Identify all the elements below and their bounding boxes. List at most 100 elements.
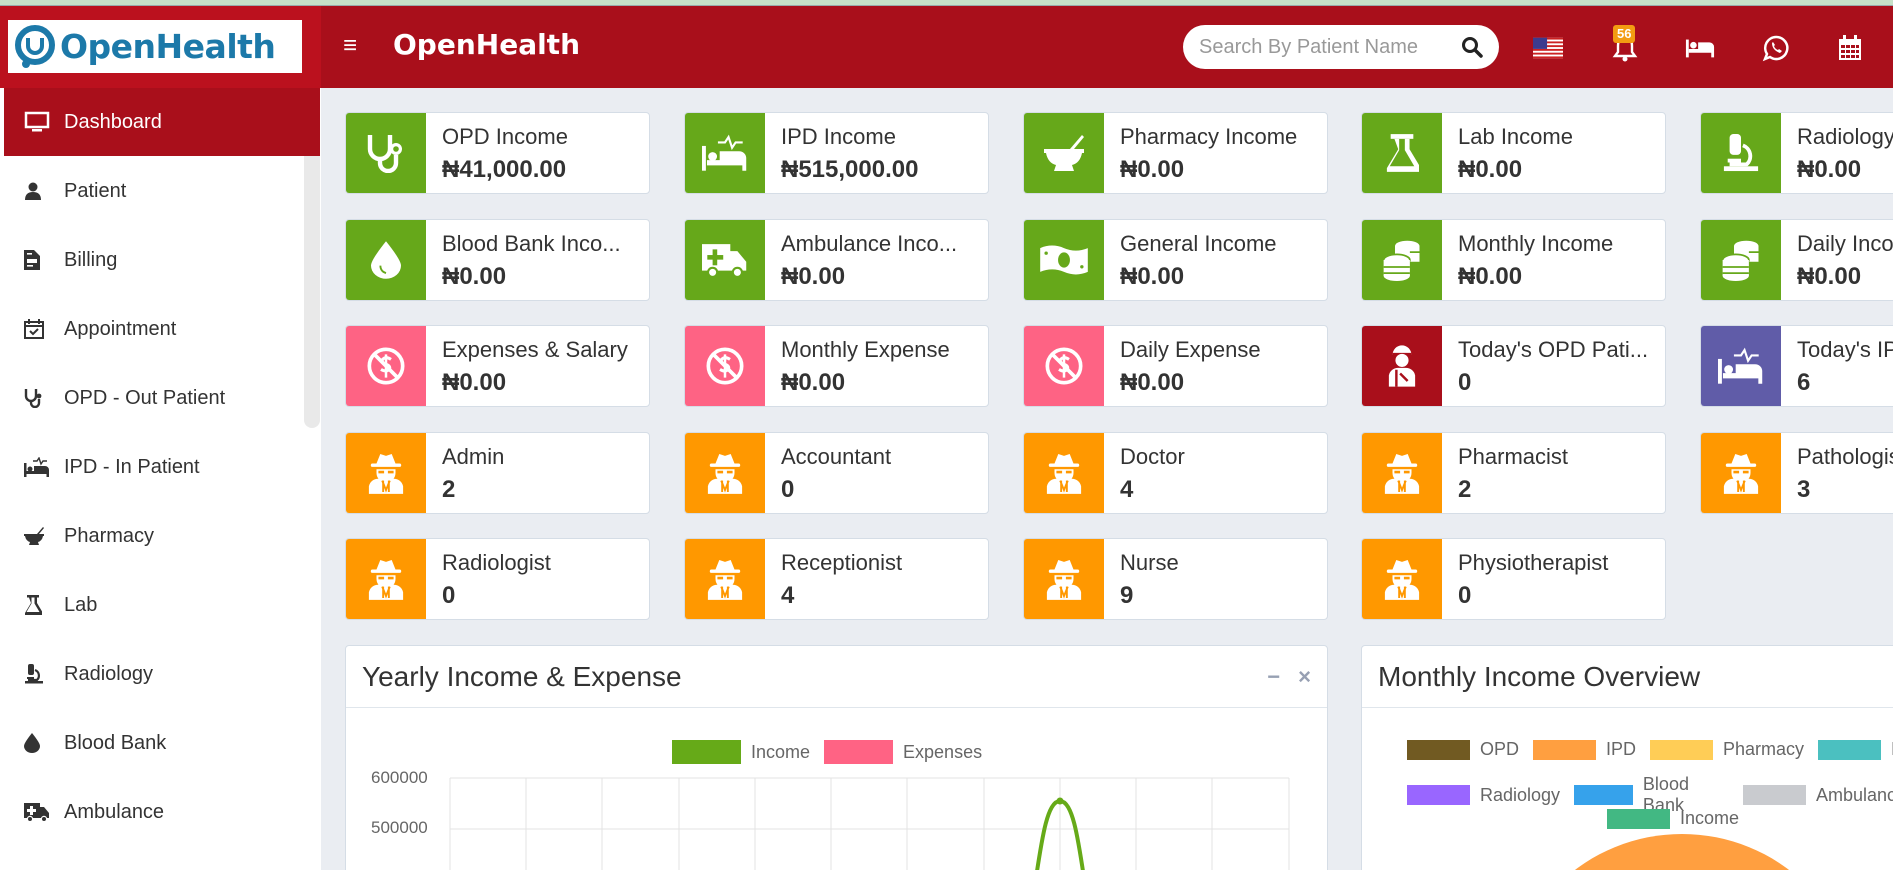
sidebar-item-ambulance[interactable]: Ambulance xyxy=(4,778,320,846)
legend-item-lab[interactable]: Lab xyxy=(1818,739,1893,760)
stat-card-value: ₦0.00 xyxy=(1120,156,1185,183)
procedures-icon xyxy=(24,457,64,477)
stat-card[interactable]: Ambulance Inco... ₦0.00 xyxy=(684,219,989,301)
user-secret-icon xyxy=(1024,433,1104,513)
stat-card-title: Pharmacy Income xyxy=(1120,124,1298,149)
stat-card[interactable]: IPD Income ₦515,000.00 xyxy=(684,112,989,194)
stat-card-title: Monthly Expense xyxy=(781,337,950,362)
legend-swatch xyxy=(824,740,894,764)
close-icon[interactable]: × xyxy=(1298,664,1311,689)
stat-card[interactable]: Radiology Income ₦0.00 xyxy=(1700,112,1893,194)
calendar-icon[interactable] xyxy=(1835,34,1865,62)
stat-card-title: Receptionist xyxy=(781,550,903,575)
stat-card[interactable]: Nurse 9 xyxy=(1023,538,1328,620)
sidebar-item-label: Radiology xyxy=(64,662,153,685)
tint-icon xyxy=(24,733,64,753)
tint-icon xyxy=(346,220,426,300)
calendar-check-icon xyxy=(24,319,64,339)
us-flag-icon[interactable] xyxy=(1533,34,1563,62)
logo[interactable]: OpenHealth xyxy=(8,20,302,73)
sidebar-item-appointment[interactable]: Appointment xyxy=(4,295,320,363)
no-money-icon xyxy=(685,326,765,406)
stat-card-title: Today's IPD Patients xyxy=(1797,337,1893,362)
stat-card[interactable]: Receptionist 4 xyxy=(684,538,989,620)
stat-card[interactable]: Today's IPD Patients 6 xyxy=(1700,325,1893,407)
stat-card[interactable]: Daily Expense ₦0.00 xyxy=(1023,325,1328,407)
minimize-icon[interactable]: − xyxy=(1267,664,1281,689)
stat-card[interactable]: Admin 2 xyxy=(345,432,650,514)
sidebar-item-pharmacy[interactable]: Pharmacy xyxy=(4,502,320,570)
legend-item-opd[interactable]: OPD xyxy=(1407,739,1519,760)
whatsapp-icon[interactable] xyxy=(1761,34,1791,62)
stat-card-value: 2 xyxy=(442,476,456,503)
stat-card-value: ₦0.00 xyxy=(781,263,846,290)
logo-text: OpenHealth xyxy=(60,27,276,66)
stat-card-value: 0 xyxy=(781,476,795,503)
stat-card-value: ₦0.00 xyxy=(442,263,507,290)
legend-item-radiology[interactable]: Radiology xyxy=(1407,785,1560,806)
stat-card[interactable]: Doctor 4 xyxy=(1023,432,1328,514)
legend-item-ambulance[interactable]: Ambulance xyxy=(1742,785,1893,806)
stat-card[interactable]: Today's OPD Pati... 0 xyxy=(1361,325,1666,407)
chart-legend: Radiology Blood Bank Ambulance xyxy=(1407,774,1893,816)
sidebar-item-billing[interactable]: Billing xyxy=(4,226,320,294)
stat-card-title: Physiotherapist xyxy=(1458,550,1609,575)
bed-icon[interactable] xyxy=(1685,34,1715,62)
stat-card-value: ₦515,000.00 xyxy=(781,156,919,183)
stat-card[interactable]: Daily Income ₦0.00 xyxy=(1700,219,1893,301)
no-money-icon xyxy=(1024,326,1104,406)
chart-legend: Income Expenses xyxy=(672,740,996,764)
legend-swatch xyxy=(1574,785,1633,805)
stat-card[interactable]: Pharmacy Income ₦0.00 xyxy=(1023,112,1328,194)
sidebar-item-label: Dashboard xyxy=(64,110,162,133)
procedures-icon xyxy=(685,113,765,193)
stat-card[interactable]: Monthly Income ₦0.00 xyxy=(1361,219,1666,301)
legend-swatch xyxy=(1407,739,1470,760)
stat-card[interactable]: Blood Bank Inco... ₦0.00 xyxy=(345,219,650,301)
stat-card-title: Nurse xyxy=(1120,550,1179,575)
chart-legend: OPD IPD Pharmacy Lab xyxy=(1407,739,1893,760)
stat-card[interactable]: General Income ₦0.00 xyxy=(1023,219,1328,301)
no-money-icon xyxy=(346,326,426,406)
patient-search xyxy=(1183,25,1499,69)
sidebar-item-dashboard[interactable]: Dashboard xyxy=(4,88,320,156)
legend-item-income[interactable]: Income xyxy=(672,740,810,764)
stat-card[interactable]: OPD Income ₦41,000.00 xyxy=(345,112,650,194)
stat-card[interactable]: Physiotherapist 0 xyxy=(1361,538,1666,620)
microscope-icon xyxy=(1701,113,1781,193)
user-icon xyxy=(24,182,64,200)
sidebar-item-opd[interactable]: OPD - Out Patient xyxy=(4,364,320,432)
legend-item-ipd[interactable]: IPD xyxy=(1533,739,1636,760)
sidebar-item-radiology[interactable]: Radiology xyxy=(4,640,320,708)
legend-item-pharmacy[interactable]: Pharmacy xyxy=(1650,739,1804,760)
menu-toggle-icon[interactable]: ≡ xyxy=(343,32,358,59)
stat-card-title: Accountant xyxy=(781,444,892,469)
stat-card[interactable]: Expenses & Salary ₦0.00 xyxy=(345,325,650,407)
search-icon[interactable] xyxy=(1461,36,1483,58)
stat-card-value: 2 xyxy=(1458,476,1472,503)
panel-title: Yearly Income & Expense xyxy=(362,660,682,692)
stat-card[interactable]: Lab Income ₦0.00 xyxy=(1361,112,1666,194)
sidebar-item-lab[interactable]: Lab xyxy=(4,571,320,639)
user-secret-icon xyxy=(1024,539,1104,619)
stat-card[interactable]: Accountant 0 xyxy=(684,432,989,514)
coins-icon xyxy=(1362,220,1442,300)
stat-card[interactable]: Pharmacist 2 xyxy=(1361,432,1666,514)
notification-count-badge: 56 xyxy=(1613,25,1636,43)
sidebar-item-blood-bank[interactable]: Blood Bank xyxy=(4,709,320,777)
stat-card-value: 9 xyxy=(1120,582,1134,609)
stat-card[interactable]: Pathologist 3 xyxy=(1700,432,1893,514)
sidebar-item-label: Blood Bank xyxy=(64,731,167,754)
stat-card-title: Blood Bank Inco... xyxy=(442,231,621,256)
legend-item-income[interactable]: Income xyxy=(1607,808,1739,829)
sidebar-item-patient[interactable]: Patient xyxy=(4,157,320,225)
stat-card-value: ₦41,000.00 xyxy=(442,156,567,183)
legend-swatch xyxy=(1607,808,1670,829)
sidebar-scrollbar[interactable] xyxy=(304,88,320,428)
file-invoice-icon xyxy=(24,250,64,270)
stat-card[interactable]: Radiologist 0 xyxy=(345,538,650,620)
search-input[interactable] xyxy=(1199,35,1461,59)
stat-card[interactable]: Monthly Expense ₦0.00 xyxy=(684,325,989,407)
legend-item-expenses[interactable]: Expenses xyxy=(824,740,982,764)
sidebar-item-ipd[interactable]: IPD - In Patient xyxy=(4,433,320,501)
